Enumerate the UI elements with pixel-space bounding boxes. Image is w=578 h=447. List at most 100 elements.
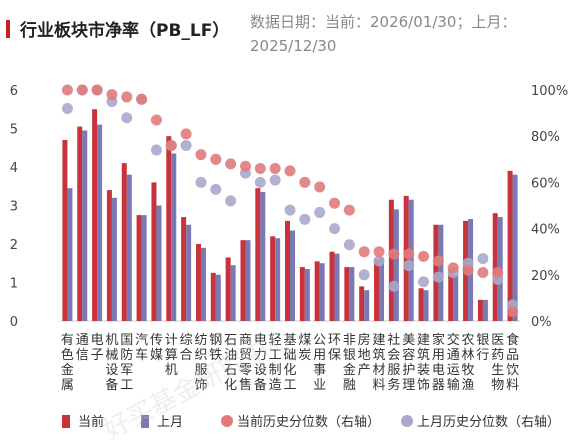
right-axis-ticks: 0% 20% 40% 60% 80% 100% [531,84,568,330]
category-label: 基础化工 [283,333,296,393]
point-last-month-percentile [403,260,415,272]
y-tick-label: 2 [10,238,18,253]
bar-current [195,244,201,321]
category-label: 美容护理 [402,333,415,393]
category-label: 建筑材料 [373,333,386,393]
bar-current [136,215,142,321]
bar-current [181,217,187,321]
category-label: 食品饮料 [506,332,519,393]
bar-current [492,213,498,321]
category-label: 电子 [91,333,104,363]
bar-current [418,288,424,321]
category-label: 交通运输 [447,332,460,393]
bar-current [121,163,127,321]
category-labels: 有色金属通信电子机械设备国防军工汽车传媒计算机综合纺织服饰钢铁石油石化商贸零售电… [61,332,519,393]
y-tick-label: 4 [10,161,18,176]
category-label: 机械设备 [105,333,118,393]
category-label: 商贸零售 [239,333,252,393]
bar-last-month [156,205,162,321]
y2-tick-label: 20% [531,269,560,284]
bar-last-month [290,230,295,321]
point-last-month-percentile [61,102,73,114]
point-current-percentile [150,114,162,126]
bar-current [374,259,380,321]
legend: 当前 上月 当前历史分位数（右轴） 上月历史分位数（右轴） [62,414,560,430]
category-label: 电力设备 [254,333,267,393]
point-current-percentile [388,248,400,260]
bar-current [62,140,68,321]
category-label: 国防军工 [120,333,133,393]
point-current-percentile [462,264,474,276]
y-tick-label: 3 [10,200,18,215]
category-label: 计算机 [165,333,178,378]
point-last-month-percentile [195,176,207,188]
category-label: 综合 [180,333,193,363]
point-last-month-percentile [254,176,266,188]
bar-last-month [67,188,73,321]
point-current-percentile [136,93,148,105]
point-current-percentile [225,158,237,170]
bar-last-month [349,267,355,321]
point-current-percentile [314,181,326,193]
bar-last-month [453,274,459,321]
y-tick-label: 5 [10,123,18,138]
point-last-month-percentile [477,253,489,265]
point-last-month-percentile [225,195,237,207]
bar-current [270,236,276,321]
y2-tick-label: 60% [531,176,560,191]
bar-last-month [97,124,103,322]
bar-last-month [482,299,488,321]
point-current-percentile [254,163,266,175]
bar-last-month [408,199,414,321]
point-current-percentile [61,84,73,96]
y-tick-label: 6 [10,84,18,99]
bar-last-month [230,265,236,321]
bar-last-month [334,253,340,321]
bar-last-month [186,224,192,321]
point-current-percentile [343,204,355,216]
bar-last-month [275,238,281,321]
point-last-month-percentile [358,269,370,281]
category-label: 石油石化 [224,333,237,393]
legend-marker [401,415,413,427]
bar-last-month [82,130,88,321]
category-label: 轻工制造 [269,333,282,393]
category-label: 通信 [76,333,89,363]
legend-label: 上月历史分位数（右轴） [417,415,560,430]
point-last-month-percentile [284,204,296,216]
category-label: 钢铁 [209,333,222,363]
category-label: 房地产 [358,332,371,378]
bar-last-month [319,263,325,321]
point-current-percentile [76,84,88,96]
bar-current [359,286,365,321]
category-label: 纺织服饰 [194,333,207,393]
point-current-percentile [507,306,519,318]
bar-last-month [304,269,310,321]
bar-current [151,182,157,321]
bar-last-month [126,174,132,321]
category-label: 煤炭 [298,333,311,363]
point-current-percentile [432,255,444,267]
bar-last-month [215,274,221,321]
bar-current [329,251,335,321]
bar-current [225,257,231,321]
point-current-percentile [284,165,296,177]
legend-marker [221,415,233,427]
bar-current [299,267,305,321]
bar-last-month [379,257,385,321]
chart-subtitle: 数据日期：当前：2026/01/30；上月：2025/12/30 [250,13,517,55]
legend-label: 上月 [157,415,183,430]
category-label: 建筑装饰 [417,333,430,393]
category-label: 农林牧渔 [462,333,475,393]
bar-current [255,188,261,321]
point-current-percentile [106,89,118,101]
point-current-percentile [121,91,133,103]
legend-label: 当前历史分位数（右轴） [237,414,380,430]
category-label: 医药生物 [491,333,504,393]
point-current-percentile [180,128,192,140]
legend-swatch [141,415,149,428]
point-last-month-percentile [418,276,430,288]
y-tick-label: 0 [10,315,18,330]
category-label: 汽车 [135,333,148,363]
bar-last-month [245,240,251,321]
